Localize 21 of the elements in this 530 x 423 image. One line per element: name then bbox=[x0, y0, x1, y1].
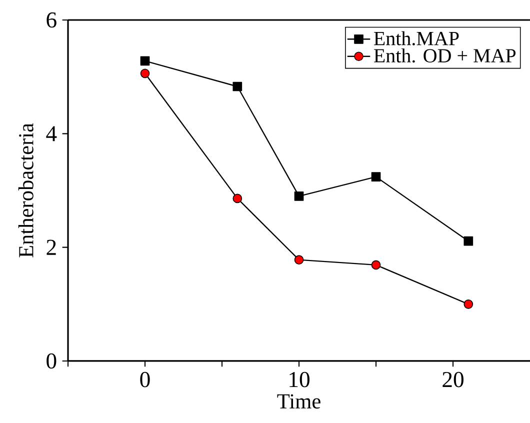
point bbox=[140, 68, 150, 78]
point bbox=[371, 172, 381, 182]
y-tick-label: 4 bbox=[46, 126, 57, 142]
y-tick-label: 2 bbox=[46, 240, 56, 255]
y-tick-label: 0 bbox=[46, 353, 56, 369]
y-tick-label: 6 bbox=[46, 12, 56, 28]
point bbox=[232, 82, 242, 92]
point bbox=[371, 260, 381, 270]
point bbox=[294, 255, 304, 264]
point bbox=[464, 299, 474, 309]
y-axis-title: Entherobacteria bbox=[18, 123, 34, 258]
point bbox=[140, 56, 150, 66]
legend-label: Enth. OD + MAP bbox=[374, 48, 516, 63]
point bbox=[294, 192, 304, 201]
x-tick-label: 20 bbox=[442, 372, 464, 388]
legend-label: Enth.MAP bbox=[374, 31, 459, 46]
point bbox=[232, 194, 242, 204]
point bbox=[464, 236, 474, 246]
x-tick-label: 0 bbox=[140, 372, 150, 388]
x-tick-label: 10 bbox=[290, 372, 310, 388]
x-axis-title: Time bbox=[277, 394, 320, 409]
